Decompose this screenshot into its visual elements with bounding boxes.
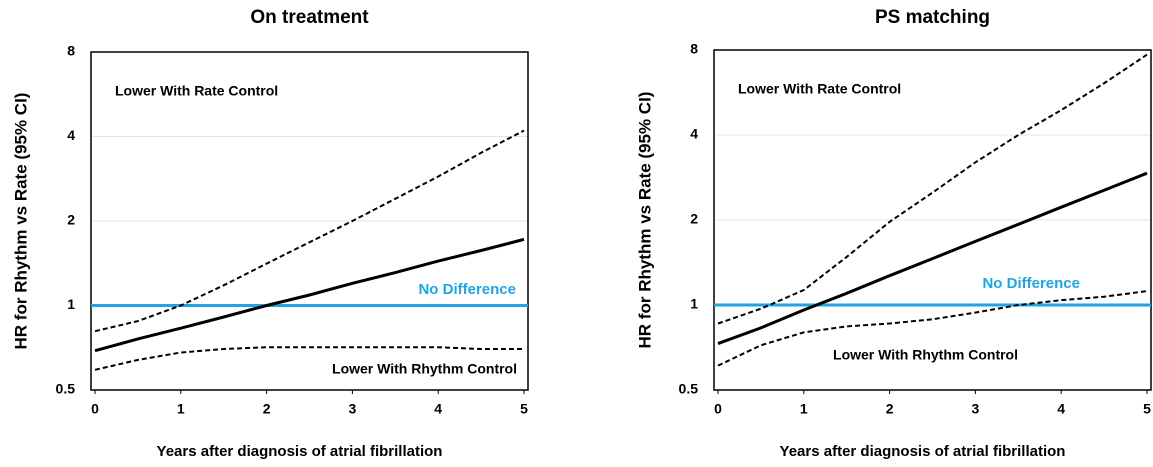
x-tick-label: 0 [714, 401, 722, 417]
series-line [717, 171, 1148, 346]
x-axis-label: Years after diagnosis of atrial fibrilla… [780, 443, 1066, 460]
x-axis-label: Years after diagnosis of atrial fibrilla… [157, 443, 443, 460]
annotation: Lower With Rhythm Control [833, 347, 1018, 363]
x-tick-label: 1 [800, 401, 808, 417]
annotation: Lower With Rate Control [115, 83, 278, 99]
plot-frame [90, 51, 529, 391]
series-line [94, 346, 524, 371]
y-axis-label: HR for Rhythm vs Rate (95% CI) [11, 93, 30, 350]
chart-title: PS matching [875, 7, 990, 28]
x-tick-label: 2 [886, 401, 894, 417]
x-tick-label: 2 [263, 401, 271, 417]
annotation: Lower With Rhythm Control [332, 361, 517, 377]
x-tick-label: 4 [434, 401, 442, 417]
y-tick-label: 1 [67, 296, 75, 312]
annotation: Lower With Rate Control [738, 81, 901, 97]
y-tick-label: 1 [690, 296, 698, 312]
x-tick-label: 3 [972, 401, 980, 417]
y-tick-label: 0.5 [679, 381, 699, 397]
x-tick-label: 0 [91, 401, 99, 417]
series-line [717, 53, 1148, 325]
y-tick-label: 2 [690, 211, 698, 227]
chart-title: On treatment [250, 7, 369, 28]
y-axis-label: HR for Rhythm vs Rate (95% CI) [635, 92, 654, 349]
y-tick-label: 8 [67, 43, 75, 59]
y-tick-label: 4 [67, 127, 75, 143]
y-tick-label: 0.5 [56, 381, 76, 397]
series-line [94, 237, 525, 353]
x-tick-label: 5 [520, 401, 528, 417]
y-tick-label: 4 [690, 126, 698, 142]
plot-frame [713, 49, 1152, 391]
y-tick-label: 8 [690, 41, 698, 57]
reference-label: No Difference [982, 275, 1080, 292]
x-tick-label: 5 [1143, 401, 1151, 417]
reference-label: No Difference [418, 281, 516, 298]
y-tick-label: 2 [67, 212, 75, 228]
x-tick-label: 4 [1057, 401, 1065, 417]
x-tick-label: 3 [349, 401, 357, 417]
x-tick-label: 1 [177, 401, 185, 417]
series-line [94, 129, 525, 333]
